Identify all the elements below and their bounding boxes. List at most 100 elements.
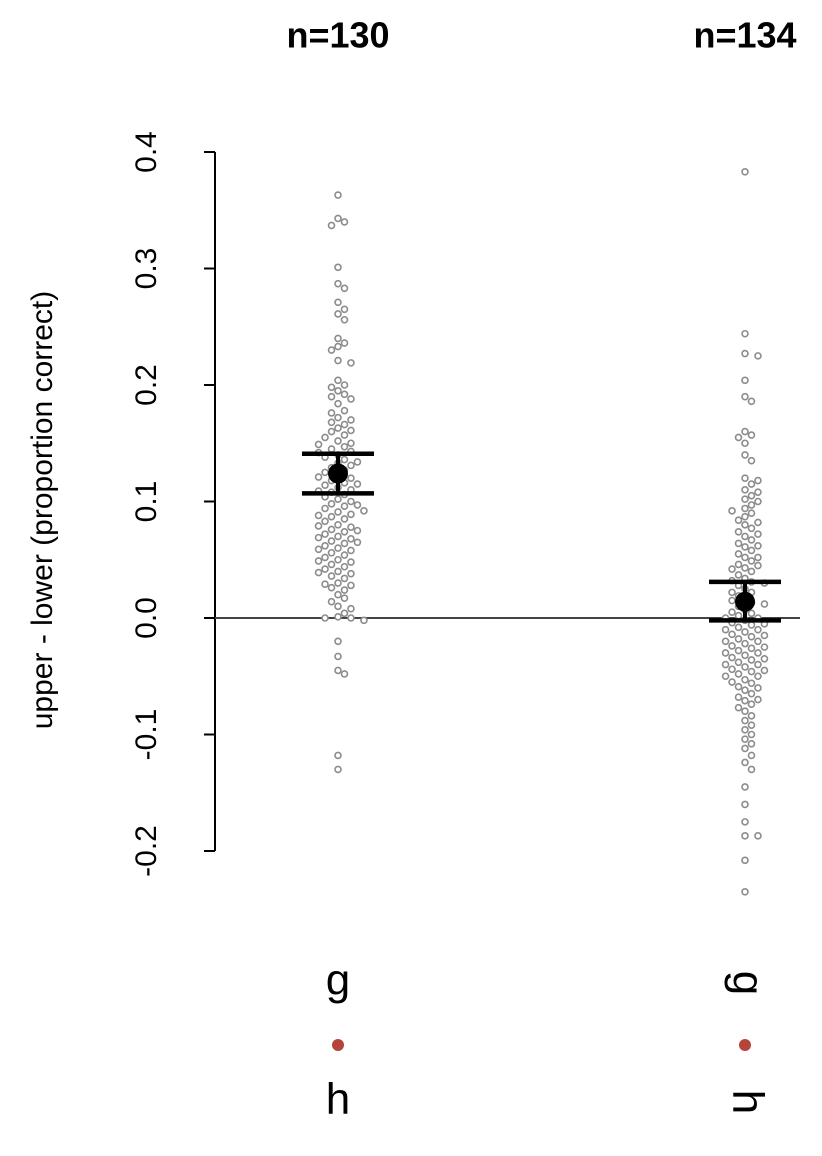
y-axis-label: upper - lower (proportion correct) <box>26 291 59 730</box>
data-point <box>340 586 349 594</box>
data-point <box>314 533 323 542</box>
data-point <box>741 451 749 459</box>
data-point <box>321 541 329 550</box>
data-point <box>327 512 336 521</box>
data-point <box>754 637 762 646</box>
data-point <box>747 431 756 439</box>
data-point <box>321 614 329 622</box>
data-point <box>728 642 736 650</box>
data-point <box>340 420 349 429</box>
data-point <box>327 418 336 427</box>
data-point <box>734 682 743 691</box>
data-point <box>747 491 756 500</box>
data-point <box>747 567 756 576</box>
data-point <box>721 660 730 669</box>
y-tick-label: 0.0 <box>130 597 163 639</box>
data-point <box>327 445 336 453</box>
data-point <box>747 557 756 565</box>
group-top-label: g <box>326 956 350 1005</box>
data-point <box>721 649 730 657</box>
data-point <box>741 532 749 541</box>
data-point <box>728 608 736 616</box>
data-point <box>728 665 736 674</box>
data-point <box>340 527 349 536</box>
data-point <box>741 512 749 521</box>
data-point <box>747 501 756 509</box>
data-point <box>334 310 342 318</box>
data-point <box>327 500 336 508</box>
data-point <box>747 740 756 748</box>
data-point <box>347 461 355 470</box>
data-point <box>340 455 349 464</box>
data-point <box>741 707 749 716</box>
data-point <box>747 751 756 760</box>
separator-dot <box>739 1039 751 1051</box>
y-tick-label: 0.3 <box>130 248 163 290</box>
data-point <box>334 495 342 503</box>
data-point <box>327 572 336 580</box>
data-point <box>334 279 342 288</box>
mean-point <box>735 591 755 612</box>
data-point <box>741 856 749 865</box>
data-point <box>321 565 329 573</box>
data-point <box>741 329 749 338</box>
data-point <box>741 639 749 648</box>
data-point <box>734 635 743 643</box>
data-point <box>340 442 349 451</box>
data-point <box>747 712 756 720</box>
data-point <box>334 602 342 611</box>
separator-dot <box>332 1039 344 1051</box>
data-point <box>314 473 323 481</box>
data-point <box>340 284 349 293</box>
data-point <box>741 800 749 809</box>
data-point <box>314 440 323 449</box>
data-point <box>327 583 336 592</box>
data-point <box>741 744 749 753</box>
data-point <box>754 695 762 704</box>
data-point <box>741 495 749 503</box>
data-point <box>741 504 749 513</box>
data-point <box>347 546 355 555</box>
data-point <box>741 392 749 401</box>
data-point <box>353 480 362 488</box>
data-point <box>734 611 743 620</box>
data-point <box>741 818 749 826</box>
data-point <box>734 433 743 442</box>
data-point <box>340 315 349 324</box>
data-point <box>741 628 749 636</box>
data-point <box>741 439 749 448</box>
data-point <box>334 413 342 422</box>
data-point <box>760 631 769 640</box>
data-point <box>321 580 329 589</box>
data-point <box>741 783 749 791</box>
group-bottom-label: h <box>326 1075 350 1124</box>
data-point <box>721 672 730 681</box>
data-point <box>741 832 749 840</box>
data-point <box>741 553 749 562</box>
data-point <box>340 574 349 583</box>
data-point <box>728 588 736 597</box>
data-point <box>747 700 756 709</box>
data-point <box>360 616 368 625</box>
data-point <box>321 481 329 489</box>
data-point <box>734 539 743 548</box>
data-point <box>334 437 342 445</box>
data-point <box>734 670 743 678</box>
data-point <box>734 550 743 558</box>
data-point <box>741 735 749 743</box>
data-point <box>321 517 329 526</box>
data-point <box>734 527 743 536</box>
data-point <box>741 486 749 494</box>
data-point <box>747 609 756 618</box>
data-point <box>327 597 336 606</box>
data-point <box>321 530 329 538</box>
group-top-label: g <box>723 971 772 995</box>
data-point <box>327 221 336 230</box>
data-point <box>347 416 355 424</box>
data-point <box>728 596 736 605</box>
data-point <box>353 538 362 547</box>
data-point <box>754 530 762 538</box>
mean-point <box>328 463 348 484</box>
group-bottom-label: h <box>723 1090 772 1114</box>
data-point <box>327 346 336 354</box>
